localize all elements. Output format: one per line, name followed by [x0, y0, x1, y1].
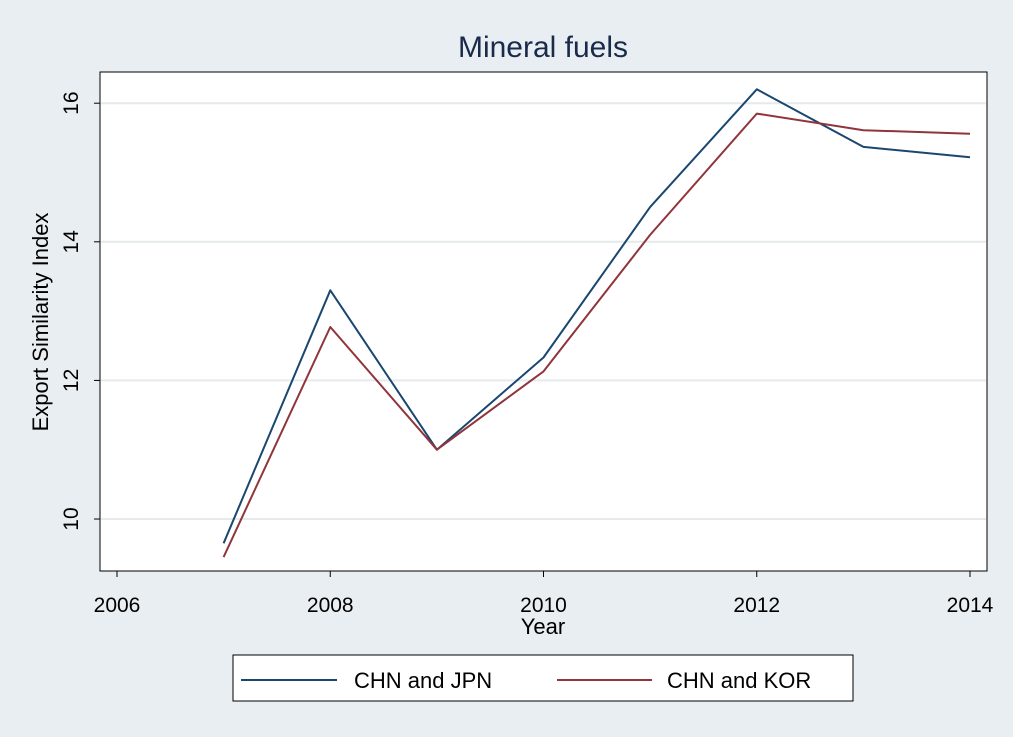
x-tick-label: 2010: [520, 594, 567, 617]
series-line-chn-and-jpn: [222, 88, 971, 544]
y-tick-label: 16: [60, 92, 83, 115]
grid-lines: [101, 102, 986, 521]
y-tick-label: 10: [60, 507, 83, 530]
series-line-chn-and-kor: [222, 112, 971, 558]
x-tick-label: 2014: [947, 594, 994, 617]
chart-title: Mineral fuels: [458, 31, 628, 64]
x-tick-label: 2008: [307, 594, 354, 617]
y-axis-title: Export Similarity Index: [28, 213, 53, 432]
axes: 10 12 14 16 2006 2008 2010 2012 2014: [60, 92, 994, 617]
y-tick-label: 14: [60, 230, 83, 254]
legend-label-chn-kor: CHN and KOR: [667, 668, 811, 693]
y-tick-label: 12: [60, 369, 83, 392]
x-axis-title: Year: [521, 614, 565, 639]
plot-area: [99, 71, 988, 572]
legend-box: [232, 654, 854, 702]
series-lines: [222, 88, 971, 558]
x-tick-label: 2012: [733, 594, 780, 617]
legend: CHN and JPN CHN and KOR: [232, 654, 854, 702]
x-tick-label: 2006: [94, 594, 141, 617]
legend-label-chn-jpn: CHN and JPN: [354, 668, 492, 693]
